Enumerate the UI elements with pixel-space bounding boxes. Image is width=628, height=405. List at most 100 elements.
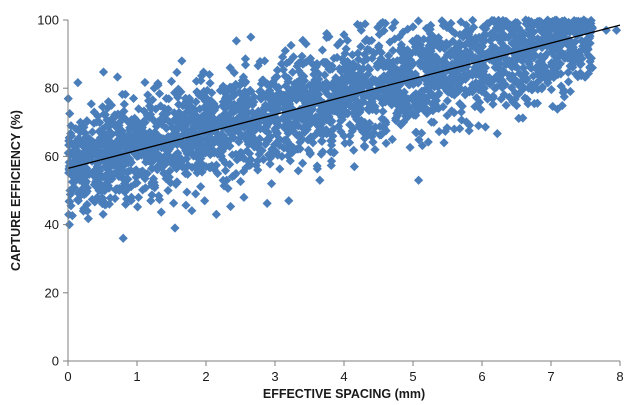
scatter-point (166, 76, 177, 86)
scatter-point-background (159, 168, 169, 179)
scatter-point-background (460, 28, 470, 38)
scatter-point-background (191, 140, 202, 150)
scatter-point-background (456, 17, 466, 27)
scatter-point-background (351, 78, 361, 88)
scatter-point-background (180, 163, 190, 173)
scatter-point-background (587, 22, 597, 32)
scatter-point-background (493, 15, 504, 25)
scatter-point (460, 69, 470, 80)
scatter-point-background (187, 206, 197, 216)
scatter-point (611, 25, 622, 35)
scatter-point-background (340, 48, 350, 59)
scatter-point-background (362, 79, 372, 90)
scatter-point-background (81, 139, 91, 150)
scatter-point-background (273, 150, 283, 160)
scatter-point (546, 35, 556, 46)
scatter-point (142, 110, 152, 121)
scatter-point-background (529, 99, 539, 109)
scatter-point-background (480, 30, 490, 40)
scatter-point-background (516, 48, 526, 58)
scatter-point-background (257, 75, 268, 85)
scatter-point-background (498, 47, 508, 58)
scatter-point (411, 127, 422, 138)
scatter-point (85, 134, 95, 144)
scatter-point-background (143, 96, 154, 106)
scatter-point-background (193, 158, 203, 168)
scatter-point-background (105, 150, 116, 161)
scatter-point-background (438, 20, 448, 31)
scatter-point-background (394, 45, 405, 56)
scatter-point-background (505, 73, 515, 84)
scatter-point-background (111, 184, 121, 194)
scatter-point (508, 39, 518, 49)
scatter-point (201, 162, 211, 172)
scatter-point-background (376, 75, 387, 86)
scatter-point (518, 63, 528, 73)
scatter-point-background (376, 130, 386, 140)
scatter-point-background (98, 209, 108, 219)
scatter-point (97, 124, 108, 134)
scatter-point-background (406, 70, 416, 81)
scatter-point-background (303, 135, 313, 145)
scatter-point-background (191, 97, 201, 107)
scatter-point-background (546, 84, 556, 95)
scatter-point-background (254, 118, 264, 128)
scatter-point (106, 100, 117, 110)
scatter-point (184, 114, 194, 124)
scatter-point-background (350, 91, 360, 101)
scatter-point-background (489, 32, 499, 42)
scatter-point-background (311, 112, 321, 122)
scatter-point-background (396, 40, 406, 50)
scatter-point (194, 90, 204, 100)
scatter-point-background (227, 100, 237, 110)
scatter-point (373, 42, 384, 52)
scatter-point-background (263, 135, 273, 146)
scatter-point-background (537, 22, 547, 32)
scatter-point (529, 83, 539, 93)
x-axis-ticks: 0 1 2 3 4 5 6 7 8 (64, 361, 624, 384)
scatter-point-background (417, 140, 427, 151)
scatter-point-background (279, 95, 289, 105)
scatter-point-background (387, 23, 398, 33)
scatter-point-background (206, 139, 216, 149)
scatter-point (432, 76, 442, 86)
scatter-point-background (244, 122, 254, 132)
scatter-point (173, 131, 183, 141)
scatter-point (398, 56, 408, 66)
scatter-point-background (225, 159, 235, 169)
scatter-point (170, 223, 180, 233)
scatter-point-background (289, 79, 300, 89)
scatter-point-background (477, 86, 487, 97)
scatter-point-background (181, 137, 191, 148)
scatter-point-background (241, 77, 251, 87)
scatter-point-background (442, 96, 452, 106)
scatter-point-background (283, 73, 294, 84)
scatter-point-background (349, 145, 359, 155)
scatter-point (325, 117, 335, 127)
scatter-point-background (373, 22, 383, 32)
scatter-point-background (317, 45, 328, 55)
scatter-point-background (274, 134, 285, 144)
scatter-point-background (371, 106, 381, 116)
scatter-point-background (305, 53, 316, 64)
scatter-point-background (374, 29, 384, 40)
scatter-point-background (455, 124, 465, 134)
scatter-point-background (440, 126, 450, 136)
scatter-point-background (73, 188, 83, 198)
scatter-point (263, 127, 273, 138)
scatter-point-background (378, 106, 388, 117)
scatter-point-background (543, 78, 553, 88)
scatter-point-background (343, 56, 353, 67)
scatter-point-background (399, 72, 409, 82)
scatter-point-background (547, 24, 557, 34)
scatter-point (291, 121, 301, 131)
scatter-point-background (334, 78, 344, 88)
scatter-point-background (231, 36, 241, 46)
scatter-point-background (87, 127, 98, 137)
scatter-point-background (98, 67, 109, 77)
scatter-point-background (520, 93, 530, 103)
scatter-point-background (464, 120, 475, 130)
scatter-point-background (529, 50, 539, 61)
scatter-point-background (580, 72, 590, 82)
scatter-point-background (475, 62, 485, 72)
